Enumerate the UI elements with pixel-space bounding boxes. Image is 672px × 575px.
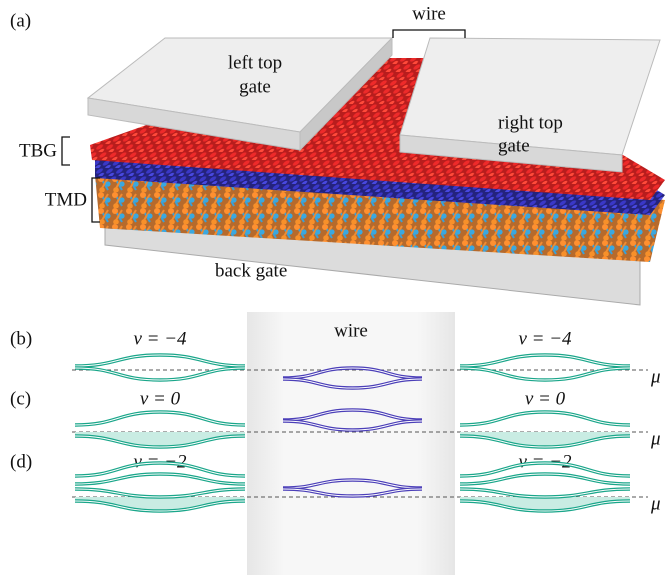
- panel-label: (b): [10, 328, 32, 349]
- gate-label: gate: [239, 76, 271, 97]
- mu-label: μ: [650, 366, 661, 387]
- mu-label: μ: [650, 428, 661, 449]
- figure: (a) wire left top gate right top gate TB…: [0, 0, 672, 575]
- panel-label: (a): [10, 10, 31, 31]
- filling-label: ν = −4: [518, 328, 572, 349]
- gate-label: right top: [498, 112, 563, 133]
- wire-label: wire: [334, 320, 368, 341]
- filling-label: ν = 0: [525, 388, 566, 409]
- band: [75, 412, 245, 425]
- layer-label: TBG: [19, 140, 57, 161]
- filling-label: ν = 0: [140, 388, 181, 409]
- filled-states: [75, 432, 245, 447]
- gate-label: gate: [498, 135, 530, 156]
- wire-label: wire: [412, 3, 446, 24]
- band: [460, 412, 630, 425]
- device-stack: [62, 30, 665, 305]
- panel-label: (d): [10, 451, 32, 472]
- gate-label: left top: [228, 52, 282, 73]
- filled-states: [460, 432, 630, 447]
- gate-label: back gate: [215, 260, 287, 281]
- layer-label: TMD: [45, 189, 87, 210]
- wire-region: [247, 312, 455, 575]
- filling-label: ν = −4: [133, 328, 187, 349]
- panel-label: (c): [10, 388, 31, 409]
- mu-label: μ: [650, 493, 661, 514]
